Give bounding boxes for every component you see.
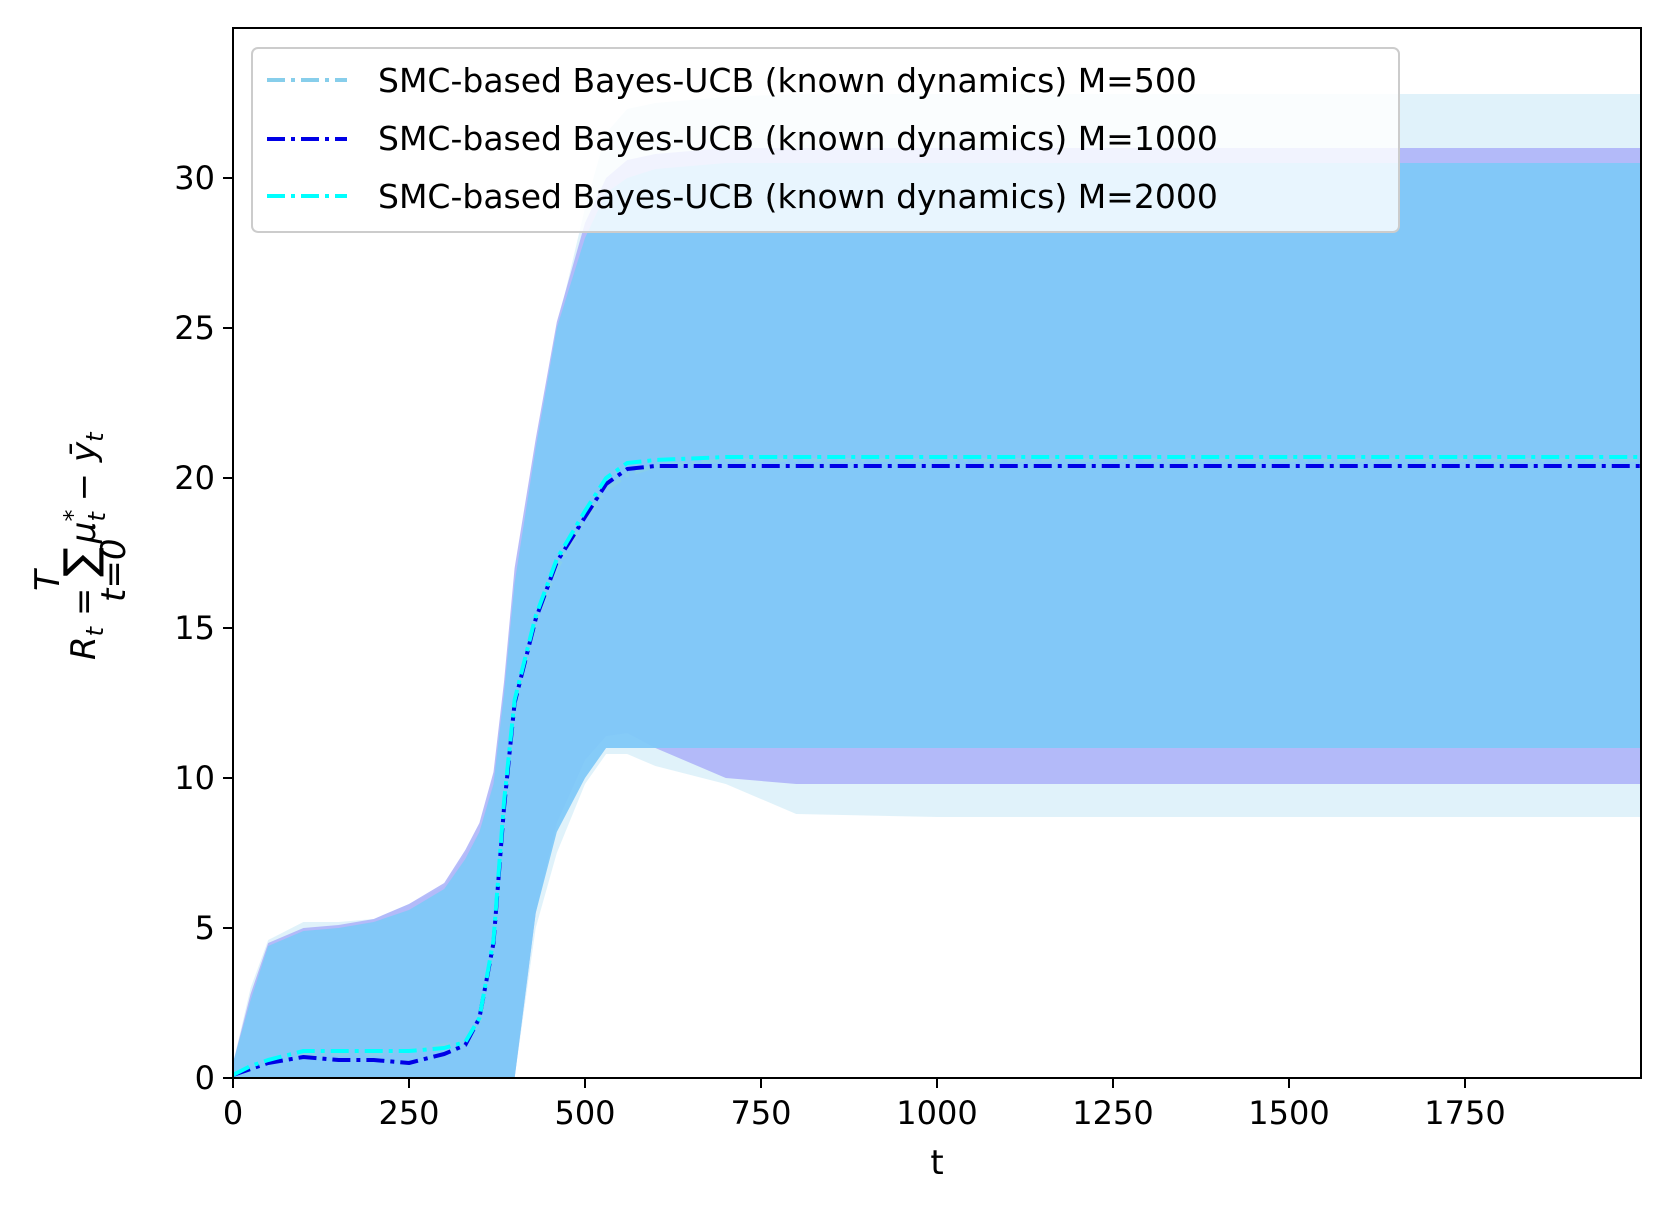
y-tick-label-2: 10 [174, 759, 215, 797]
y-tick-label-6: 30 [174, 159, 215, 197]
y-axis-label: Rt = ∑μ*t − ȳt T t=0 [28, 431, 134, 660]
legend-label-m500: SMC-based Bayes-UCB (known dynamics) M=5… [378, 61, 1197, 100]
ylabel-sum-bottom: t=0 [94, 539, 134, 602]
ylabel-sum-top: T [28, 568, 68, 591]
x-tick-label-2: 500 [554, 1094, 615, 1132]
y-tick-label-4: 20 [174, 459, 215, 497]
x-tick-label-1: 250 [378, 1094, 439, 1132]
svg-text:Rt = ∑μ*t − ȳt: Rt = ∑μ*t − ȳt [55, 431, 111, 660]
series-lines [232, 455, 1641, 1077]
line-series-1 [232, 464, 1641, 1077]
ylabel-mu-sup: * [59, 510, 87, 522]
y-tick-label-0: 0 [195, 1059, 215, 1097]
y-tick-label-3: 15 [174, 609, 215, 647]
line-series-0 [232, 458, 1641, 1077]
x-axis-label: t [930, 1143, 943, 1183]
legend-box [251, 47, 1400, 233]
ylabel-y-sub: t [81, 431, 109, 442]
x-axis-ticks: 0 250 500 750 1000 1250 1500 1750 [223, 1078, 1506, 1132]
ylabel-sum: ∑ [55, 547, 106, 577]
x-tick-label-3: 750 [730, 1094, 791, 1132]
ylabel-eq: = [64, 577, 104, 627]
y-tick-label-1: 5 [195, 909, 215, 947]
ylabel-minus: − [64, 462, 104, 512]
band-series-2 [233, 163, 1641, 1078]
x-tick-label-4: 1000 [896, 1094, 977, 1132]
x-tick-label-5: 1250 [1072, 1094, 1153, 1132]
line-series-2 [232, 455, 1641, 1077]
y-tick-label-5: 25 [174, 309, 215, 347]
y-axis-ticks: 0 5 10 15 20 25 30 [174, 159, 233, 1097]
x-tick-label-6: 1500 [1248, 1094, 1329, 1132]
x-tick-label-7: 1750 [1424, 1094, 1505, 1132]
x-tick-label-0: 0 [223, 1094, 243, 1132]
ylabel-lhs: R [64, 636, 104, 660]
ylabel-y: ȳ [64, 441, 104, 463]
legend-label-m2000: SMC-based Bayes-UCB (known dynamics) M=2… [378, 177, 1218, 216]
ylabel-lhs-sub: t [81, 625, 109, 636]
ylabel-mu-sub: t [83, 511, 111, 522]
legend-label-m1000: SMC-based Bayes-UCB (known dynamics) M=1… [378, 119, 1218, 158]
legend: SMC-based Bayes-UCB (known dynamics) M=5… [251, 47, 1400, 233]
confidence-bands [233, 94, 1641, 1078]
ylabel-mu: μ [64, 522, 104, 545]
